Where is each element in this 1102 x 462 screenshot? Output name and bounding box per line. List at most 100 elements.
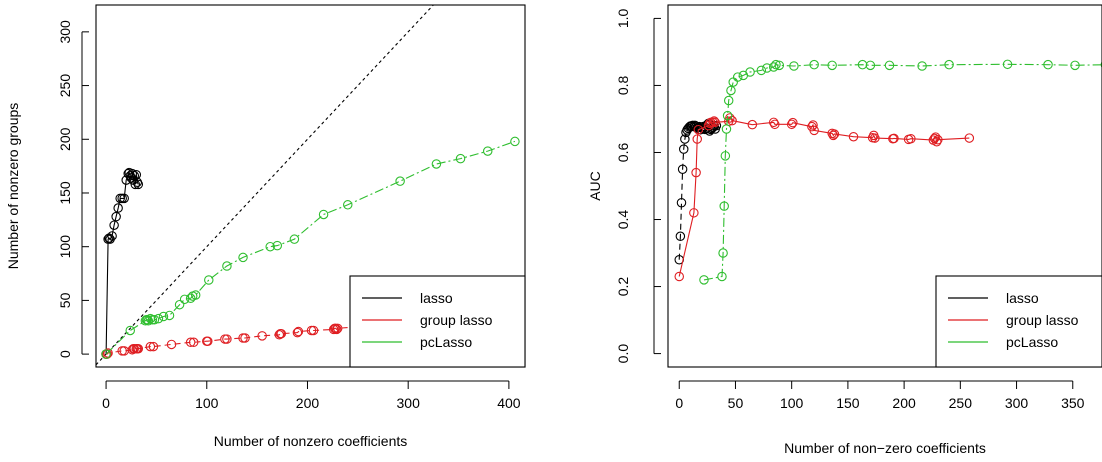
y-tick-label: 0.2 [615, 277, 631, 297]
y-tick-label: 200 [57, 127, 73, 151]
data-point-pcLasso [719, 201, 729, 211]
data-point-group-lasso [725, 113, 735, 123]
data-point-lasso [676, 198, 687, 208]
data-point-pcLasso [732, 72, 743, 82]
data-point-group-lasso [185, 337, 196, 348]
legend-label: pcLasso [420, 334, 472, 350]
data-point-lasso [104, 233, 114, 243]
data-point-pcLasso [190, 290, 201, 300]
data-point-pcLasso [809, 59, 819, 70]
data-point-pcLasso [827, 60, 837, 71]
data-point-pcLasso [717, 271, 727, 282]
data-point-lasso [678, 144, 689, 154]
data-point-pcLasso [762, 63, 772, 73]
data-point-group-lasso [964, 133, 975, 143]
data-point-lasso [680, 134, 690, 144]
data-point-group-lasso [328, 324, 339, 335]
data-point-lasso [113, 203, 123, 213]
data-point-group-lasso [786, 119, 797, 130]
data-point-lasso [109, 220, 119, 230]
y-axis-title: AUC [587, 171, 603, 201]
y-axis-title: Number of nonzero groups [5, 103, 21, 270]
data-point-lasso [111, 211, 121, 222]
data-point-lasso [119, 193, 129, 204]
data-point-pcLasso [395, 176, 405, 186]
data-point-pcLasso [917, 61, 927, 71]
legend-box [349, 275, 526, 368]
y-tick-label: 250 [57, 74, 73, 98]
reference-diagonal-line [96, 5, 435, 366]
data-point-group-lasso [276, 328, 287, 339]
data-point-group-lasso [809, 125, 819, 136]
data-point-pcLasso [343, 200, 353, 210]
plot-area [96, 5, 520, 366]
data-point-group-lasso [133, 343, 144, 354]
data-point-group-lasso [103, 348, 113, 358]
data-point-pcLasso [153, 313, 164, 324]
data-point-group-lasso [188, 337, 199, 348]
data-point-pcLasso [238, 252, 248, 263]
data-point-pcLasso [699, 275, 709, 285]
data-point-group-lasso [906, 133, 916, 144]
data-point-group-lasso [930, 132, 941, 142]
x-tick-label: 350 [1061, 395, 1085, 411]
legend-label: group lasso [1006, 312, 1079, 328]
data-point-lasso [675, 231, 686, 242]
y-tick-label: 100 [57, 235, 73, 259]
data-point-group-lasso [889, 133, 899, 144]
data-point-group-lasso [931, 137, 942, 147]
y-tick-label: 300 [57, 20, 73, 44]
x-tick-label: 300 [1005, 395, 1029, 411]
y-tick-label: 0.4 [615, 210, 631, 230]
data-point-pcLasso [179, 294, 190, 305]
x-axis-title: Number of non−zero coefficients [784, 440, 986, 456]
data-point-group-lasso [222, 334, 232, 344]
y-tick-label: 0.6 [615, 143, 631, 163]
legend-label: lasso [1006, 290, 1039, 306]
data-point-group-lasso [709, 116, 719, 126]
legend-label: lasso [420, 290, 453, 306]
x-tick-label: 300 [397, 395, 421, 411]
data-point-pcLasso [185, 293, 196, 304]
legend-label: group lasso [420, 312, 493, 328]
x-tick-label: 400 [497, 395, 521, 411]
data-point-group-lasso [332, 323, 343, 334]
data-point-pcLasso [721, 124, 732, 134]
data-point-group-lasso [829, 129, 840, 139]
data-point-pcLasso [745, 67, 755, 77]
data-point-pcLasso [1100, 61, 1102, 69]
x-tick-label: 150 [836, 395, 860, 411]
data-point-pcLasso [723, 95, 734, 106]
data-point-pcLasso [318, 209, 329, 220]
data-point-group-lasso [292, 327, 303, 338]
x-tick-label: 100 [195, 395, 219, 411]
data-point-pcLasso [789, 61, 799, 71]
data-point-pcLasso [143, 316, 154, 326]
data-point-group-lasso [933, 134, 943, 145]
data-point-pcLasso [1043, 59, 1053, 70]
data-point-pcLasso [884, 60, 895, 71]
data-point-pcLasso [125, 325, 135, 336]
data-point-group-lasso [274, 330, 285, 340]
data-point-pcLasso [174, 299, 185, 310]
data-point-group-lasso [770, 119, 780, 130]
data-point-group-lasso [691, 167, 701, 178]
data-point-group-lasso [788, 117, 798, 128]
data-point-group-lasso [148, 341, 159, 352]
x-tick-label: 0 [102, 395, 110, 411]
data-point-pcLasso [771, 59, 781, 70]
data-point-pcLasso [289, 234, 300, 244]
data-point-group-lasso [768, 117, 779, 128]
data-point-pcLasso [865, 60, 876, 71]
data-point-group-lasso [808, 120, 818, 130]
data-point-pcLasso [272, 240, 283, 251]
y-tick-label: 0.8 [615, 76, 631, 96]
legend: lasso group lasso pcLasso [349, 275, 526, 368]
data-point-pcLasso [149, 314, 160, 325]
data-point-group-lasso [240, 333, 250, 343]
data-point-group-lasso [870, 133, 880, 143]
y-tick-label: 150 [57, 181, 73, 205]
data-point-pcLasso [720, 151, 731, 161]
data-point-pcLasso [265, 241, 275, 252]
